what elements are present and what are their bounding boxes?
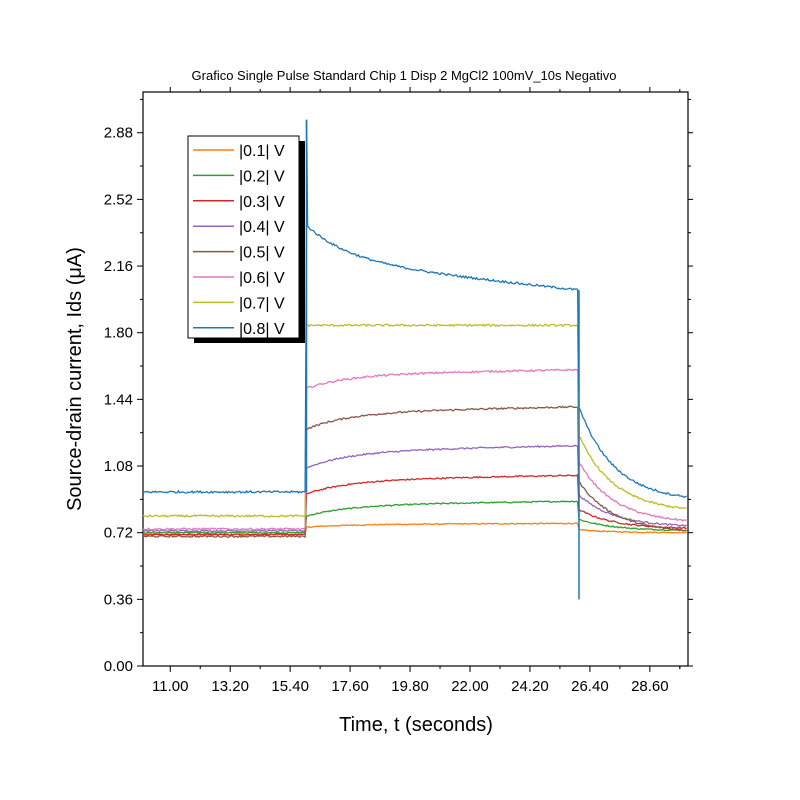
y-tick-label: 0.36 [104, 591, 133, 608]
y-axis-label: Source-drain current, Ids (μA) [64, 247, 86, 511]
legend-label: |0.5| V [239, 245, 285, 262]
legend-label: |0.2| V [239, 168, 285, 185]
legend-label: |0.3| V [239, 194, 285, 211]
x-tick-label: 11.00 [152, 678, 188, 695]
series-line [142, 222, 687, 499]
legend-label: |0.8| V [239, 321, 285, 338]
x-tick-label: 19.80 [391, 678, 429, 695]
x-tick-label: 13.20 [211, 678, 249, 695]
legend: |0.1| V |0.2| V |0.3| V |0.4| V |0.5| V |0.6|… [187, 135, 305, 343]
x-axis-label: Time, t (seconds) [339, 714, 493, 736]
y-tick-label: 1.80 [104, 325, 133, 342]
x-tick-label: 15.40 [271, 678, 309, 695]
y-axis-ticks: 0.00 0.36 0.72 1.08 1.44 1.80 2.16 2.52 2.88 [104, 98, 693, 675]
y-tick-label: 2.52 [104, 191, 133, 208]
chart-title: Grafico Single Pulse Standard Chip 1 Dis… [192, 68, 617, 83]
legend-items: |0.1| V |0.2| V |0.3| V |0.4| V |0.5| V |0.6|… [193, 143, 285, 338]
y-tick-label: 0.72 [104, 525, 133, 542]
y-tick-label: 1.44 [104, 391, 133, 408]
legend-label: |0.1| V [239, 143, 285, 160]
y-tick-label: 2.88 [104, 125, 133, 142]
series-spike-on-return [305, 119, 309, 226]
legend-label: |0.6| V [239, 270, 285, 287]
x-tick-label: 22.00 [451, 678, 489, 695]
legend-label: |0.4| V [239, 219, 285, 236]
series-line [142, 473, 687, 536]
x-tick-label: 28.60 [631, 678, 669, 695]
legend-label: |0.7| V [239, 295, 285, 312]
y-tick-label: 2.16 [104, 258, 133, 275]
series-line [142, 500, 687, 535]
legend-box [187, 135, 300, 339]
y-tick-label: 0.00 [104, 658, 133, 675]
series-line [142, 444, 688, 533]
series-line [142, 323, 687, 518]
x-axis-ticks: 11.00 13.20 15.40 17.60 19.80 22.00 24.20 26.40… [152, 87, 681, 695]
series-line [142, 368, 687, 531]
series-layer [142, 119, 688, 600]
x-tick-label: 26.40 [571, 678, 609, 695]
plot-frame [142, 91, 689, 667]
x-tick-label: 17.60 [331, 678, 369, 695]
x-tick-label: 24.20 [511, 678, 549, 695]
series-line [142, 405, 687, 539]
y-tick-label: 1.08 [104, 458, 133, 475]
